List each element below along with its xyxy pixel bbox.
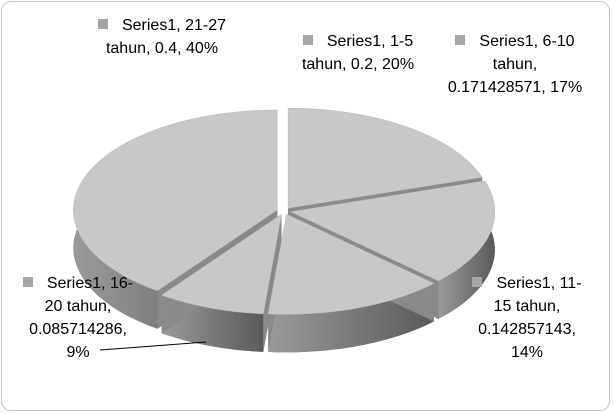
slice — [289, 180, 496, 282]
slice — [161, 213, 282, 315]
data-label: Series1, 16-20 tahun, 0.085714286, 9% — [20, 272, 136, 364]
data-label: Series1, 21-27 tahun, 0.4, 40% — [92, 14, 232, 60]
data-label: Series1, 6-10 tahun, 0.171428571, 17% — [446, 30, 584, 99]
data-label: Series1, 11-15 tahun, 0.142857143, 14% — [466, 272, 588, 364]
slice — [287, 107, 483, 209]
slice — [73, 109, 278, 292]
slice — [267, 213, 435, 315]
pie — [73, 107, 496, 353]
data-label: Series1, 1-5 tahun, 0.2, 20% — [292, 30, 424, 76]
